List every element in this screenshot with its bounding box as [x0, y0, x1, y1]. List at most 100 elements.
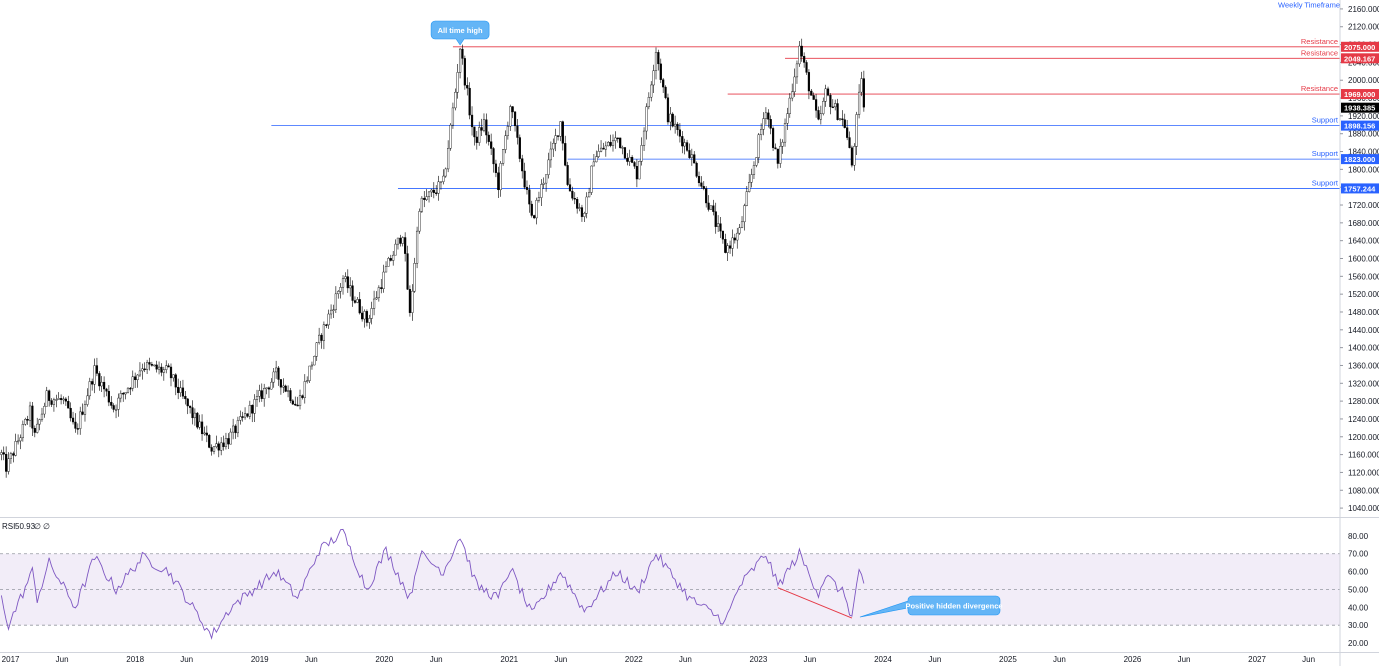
resistance-price-tag: 2049.167	[1344, 54, 1375, 63]
candle-body	[516, 125, 519, 138]
candle-body	[396, 237, 400, 245]
candle-body	[597, 151, 600, 157]
candle-body	[795, 63, 799, 78]
candle-body	[769, 119, 772, 129]
price-tick-label: 1400.000	[1348, 344, 1379, 353]
candle-body	[674, 123, 677, 127]
candle-body	[437, 181, 440, 194]
candle-body	[341, 278, 345, 288]
candle-body	[160, 366, 163, 373]
candle-body	[573, 198, 576, 200]
candle-body	[329, 309, 333, 315]
candle-body	[298, 395, 302, 406]
price-tick-label: 1240.000	[1348, 415, 1379, 424]
candle-body	[401, 237, 404, 244]
price-tick-label: 1440.000	[1348, 326, 1379, 335]
candle-body	[327, 313, 330, 326]
candle-body	[411, 290, 414, 313]
rsi-band	[0, 553, 1340, 626]
candle-body	[846, 127, 849, 138]
candle-body	[664, 86, 667, 98]
candle-body	[800, 45, 803, 57]
candle-body	[146, 362, 149, 370]
candle-body	[838, 118, 842, 120]
candle-body	[623, 147, 627, 159]
candle-body	[76, 428, 79, 430]
candle-body	[793, 76, 796, 93]
candle-body	[380, 287, 383, 289]
candle-body	[504, 135, 507, 150]
candle-body	[537, 197, 541, 201]
candle-body	[40, 413, 44, 420]
candle-body	[91, 381, 94, 385]
candle-body	[377, 287, 380, 298]
candle-body	[210, 447, 213, 452]
candle-body	[24, 419, 27, 425]
candle-body	[819, 113, 822, 120]
candle-body	[717, 223, 720, 227]
candle-body	[681, 136, 684, 147]
price-levels: Resistance Resistance Resistance Support Sup…	[271, 37, 1340, 189]
candle-body	[805, 62, 808, 73]
candle-body	[430, 189, 433, 193]
candle-body	[169, 366, 173, 379]
candle-body	[609, 142, 612, 146]
candle-body	[387, 258, 390, 267]
candle-body	[62, 398, 65, 401]
candle-body	[760, 129, 763, 135]
candle-body	[272, 371, 275, 383]
candle-body	[733, 237, 736, 241]
candle-body	[394, 243, 397, 256]
candle-body	[193, 412, 196, 419]
candle-body	[848, 137, 851, 148]
candle-body	[702, 186, 705, 189]
resistance-price-tag: 2075.000	[1344, 43, 1375, 52]
candle-body	[5, 454, 8, 472]
candle-body	[282, 385, 285, 388]
candle-body	[683, 142, 686, 147]
candle-body	[518, 137, 521, 159]
candle-body	[487, 134, 490, 142]
candle-body	[697, 176, 701, 184]
candle-body	[200, 421, 204, 435]
candle-body	[432, 189, 435, 193]
candle-body	[50, 400, 53, 405]
candle-body	[28, 405, 32, 421]
candle-body	[234, 425, 237, 434]
candle-body	[451, 107, 455, 126]
candle-body	[69, 407, 72, 419]
candle-body	[647, 96, 650, 108]
candle-body	[427, 191, 431, 197]
candle-body	[14, 441, 17, 456]
candle-body	[779, 146, 782, 164]
candle-body	[150, 364, 153, 366]
candle-body	[509, 106, 512, 127]
candle-body	[339, 287, 342, 292]
candle-body	[578, 207, 581, 209]
time-tick-label: 2026	[1124, 655, 1142, 664]
candle-body	[607, 142, 610, 147]
price-candles	[0, 38, 865, 478]
candle-body	[313, 356, 316, 366]
candle-body	[812, 95, 815, 100]
price-tick-label: 1480.000	[1348, 308, 1379, 317]
candle-body	[59, 398, 63, 400]
last-price-tag-bg	[1341, 102, 1379, 113]
candle-body	[728, 245, 732, 249]
price-tags: 2075.000 2049.167 1969.000 1898.156 1823.000…	[1341, 41, 1379, 194]
candle-body	[740, 221, 744, 228]
candle-body	[817, 110, 820, 120]
candle-body	[571, 190, 574, 199]
candle-body	[248, 404, 251, 417]
candle-body	[616, 137, 619, 140]
support-label: Support	[1312, 178, 1339, 187]
candle-body	[308, 365, 311, 381]
resistance-label: Resistance	[1301, 84, 1338, 93]
candle-body	[16, 440, 20, 443]
candle-body	[212, 446, 216, 452]
candle-body	[375, 297, 378, 300]
rsi-legend-value: 50.93	[15, 522, 36, 531]
price-tick-label: 1560.000	[1348, 272, 1379, 281]
candle-body	[693, 154, 696, 164]
